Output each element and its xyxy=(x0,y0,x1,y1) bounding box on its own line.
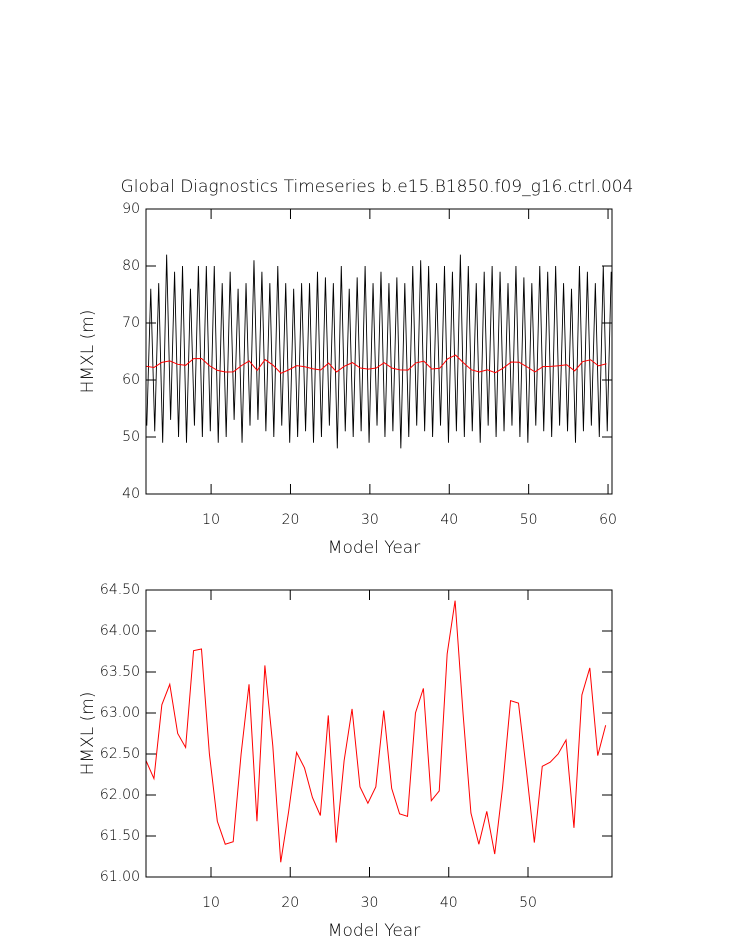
y-tick-label: 62.00 xyxy=(100,787,140,803)
x-tick-label: 10 xyxy=(202,512,220,528)
x-axis-label: Model Year xyxy=(328,921,420,941)
y-tick-label: 61.50 xyxy=(100,828,140,844)
x-tick-label: 40 xyxy=(440,895,458,911)
x-tick-label: 20 xyxy=(282,512,300,528)
x-tick-label: 40 xyxy=(440,512,458,528)
y-tick-label: 63.00 xyxy=(100,705,140,721)
chart: 61.00 61.50 62.00 62.50 63.00 63.50 64.00 64.50… xyxy=(78,582,613,941)
x-tick-label: 60 xyxy=(599,512,617,528)
series-line xyxy=(146,600,607,863)
x-tick-label: 50 xyxy=(519,895,537,911)
y-tick-label: 80 xyxy=(122,258,140,274)
x-tick-label: 50 xyxy=(520,512,538,528)
x-tick-label: 10 xyxy=(202,895,220,911)
y-tick-label: 61.00 xyxy=(100,869,140,885)
chart-title: Global Diagnostics Timeseries b.e15.B185… xyxy=(121,177,634,197)
y-tick-label: 63.50 xyxy=(100,664,140,680)
chart: 40 50 60 70 80 90 10 20 30 40 50 60 Global Diagnosti… xyxy=(78,177,633,558)
series-line xyxy=(146,354,607,374)
y-tick-label: 40 xyxy=(122,486,140,502)
x-tick-label: 20 xyxy=(281,895,299,911)
y-tick-label: 62.50 xyxy=(100,746,140,762)
y-tick-label: 90 xyxy=(122,201,140,217)
y-axis-label: HMXL (m) xyxy=(78,310,98,394)
y-axis-label: HMXL (m) xyxy=(78,692,98,776)
y-tick-label: 64.50 xyxy=(100,582,140,598)
y-tick-label: 70 xyxy=(122,315,140,331)
y-tick-label: 64.00 xyxy=(100,623,140,639)
series-line xyxy=(146,254,612,449)
plot-frame xyxy=(145,589,613,878)
y-tick-label: 60 xyxy=(122,372,140,388)
plot-frame xyxy=(145,208,613,495)
y-tick-label: 50 xyxy=(122,429,140,445)
x-tick-label: 30 xyxy=(361,512,379,528)
x-tick-label: 30 xyxy=(361,895,379,911)
x-axis-label: Model Year xyxy=(328,538,420,558)
